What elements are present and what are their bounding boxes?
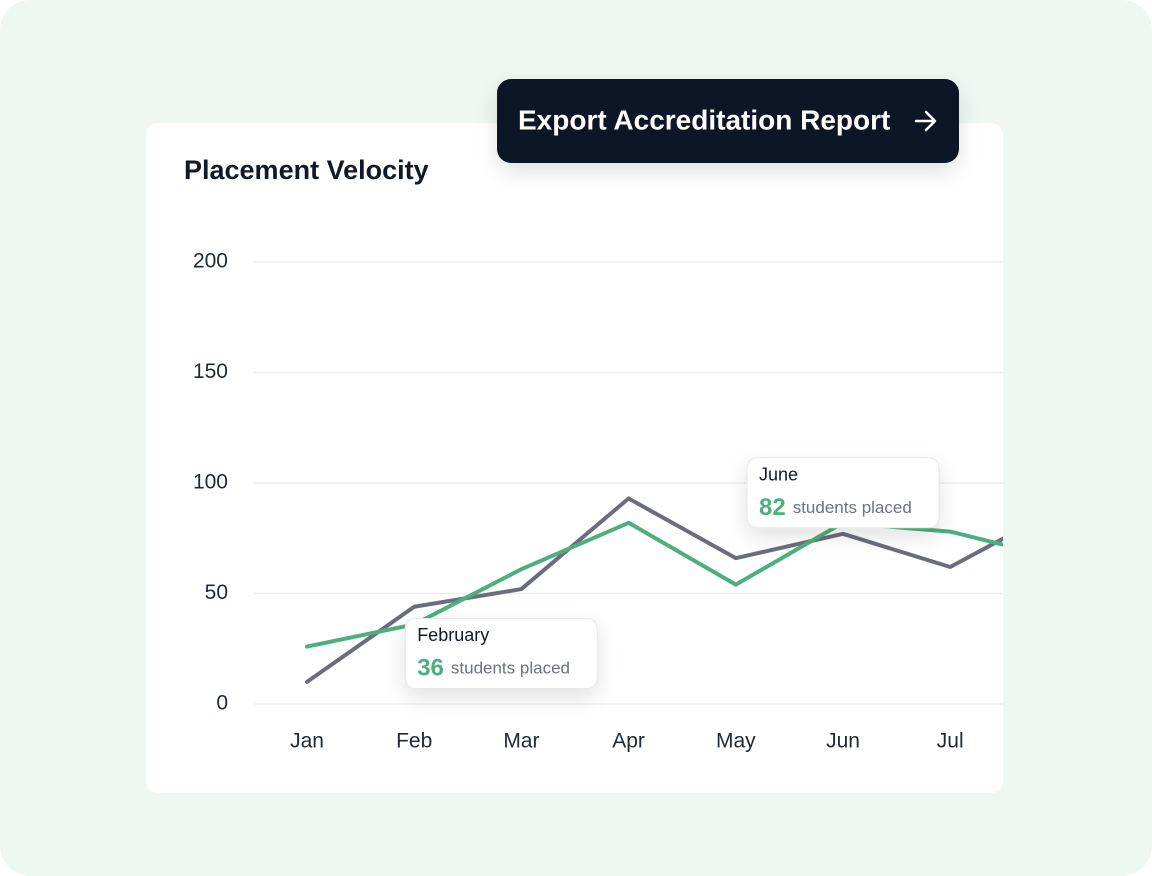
tooltip-title: February <box>417 625 489 645</box>
tooltip-unit: students placed <box>451 659 570 678</box>
button-bg[interactable] <box>497 79 959 163</box>
export-button[interactable]: Export Accreditation Report <box>497 79 959 163</box>
x-tick-label: Feb <box>396 730 432 753</box>
y-tick-label: 0 <box>216 692 228 715</box>
tooltip-title: June <box>759 465 798 485</box>
x-tick-label: Mar <box>503 730 539 753</box>
y-tick-label: 150 <box>193 360 228 383</box>
x-tick-label: May <box>716 730 756 753</box>
series-line <box>305 520 1003 649</box>
tooltips: February 36 students placed June 82 students … <box>404 457 940 689</box>
tooltip: February 36 students placed <box>404 617 598 689</box>
y-tick-label: 50 <box>205 581 228 604</box>
button-label[interactable]: Export Accreditation Report <box>518 104 890 135</box>
tooltip-value-line: 36 students placed <box>417 655 570 682</box>
chart-title: Placement Velocity <box>184 155 429 185</box>
tooltip-box <box>404 617 598 689</box>
x-tick-label: Jun <box>826 730 860 753</box>
grid: 0 50 100 150 200 Jan Feb Mar Apr May Jun Jul <box>193 250 1003 753</box>
lines <box>305 496 1003 684</box>
tooltip-unit: students placed <box>793 498 912 517</box>
x-tick-label: Jan <box>290 730 324 753</box>
x-tick-label: Jul <box>937 730 964 753</box>
tooltip: June 82 students placed <box>746 457 940 529</box>
y-tick-label: 100 <box>193 471 228 494</box>
arrow-icon <box>914 110 937 132</box>
tooltip-box <box>746 457 940 529</box>
card <box>146 123 1003 793</box>
series-line <box>305 496 1003 684</box>
y-tick-label: 200 <box>193 250 228 273</box>
tooltip-value-line: 82 students placed <box>759 494 912 521</box>
tooltip-value: 36 <box>417 655 444 682</box>
tooltip-value: 82 <box>759 494 786 521</box>
x-tick-label: Apr <box>612 730 645 753</box>
